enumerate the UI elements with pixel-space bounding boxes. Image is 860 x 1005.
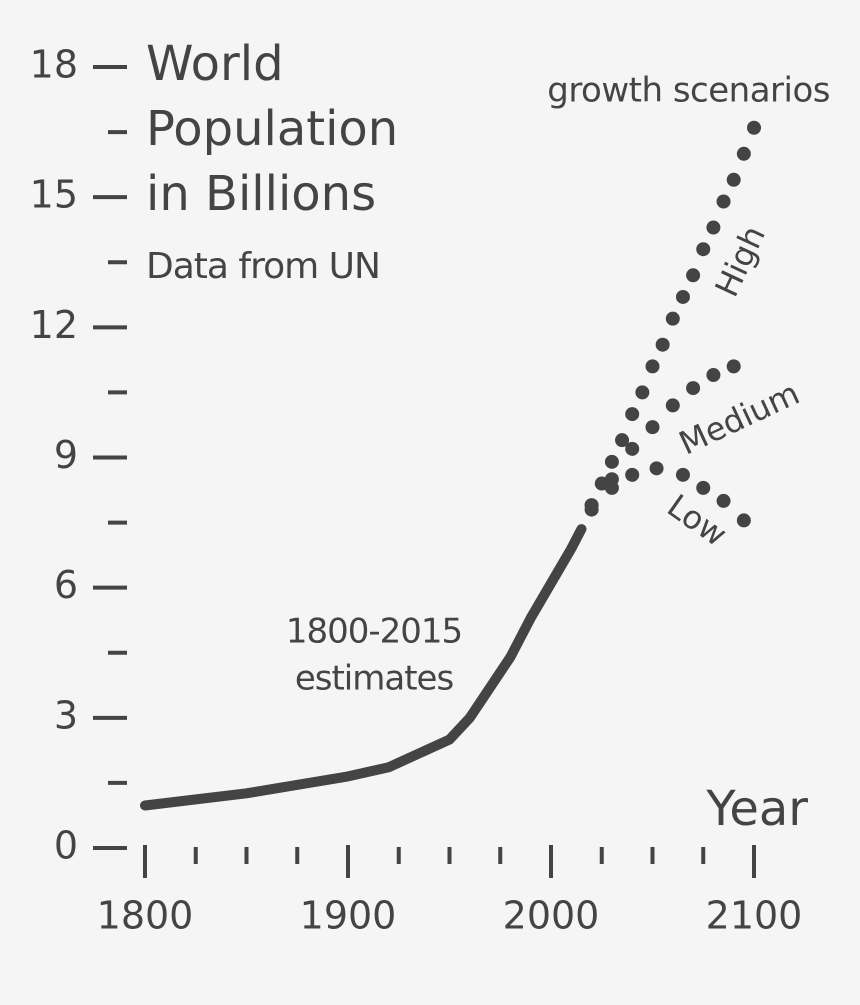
scenario-dot bbox=[706, 368, 721, 383]
chart-title: Population bbox=[146, 101, 398, 157]
scenario-dot bbox=[696, 480, 711, 495]
scenario-dot bbox=[625, 441, 640, 456]
scenario-dot bbox=[675, 467, 690, 482]
scenario-dot bbox=[726, 172, 741, 187]
chart-subtitle: Data from UN bbox=[146, 246, 380, 287]
scenario-dot bbox=[635, 385, 650, 400]
estimate-line bbox=[140, 524, 587, 811]
scenario-dot bbox=[736, 146, 751, 161]
scenario-dot bbox=[645, 359, 660, 374]
x-tick-label: 2000 bbox=[503, 894, 600, 938]
scenario-dot bbox=[675, 289, 690, 304]
scenario-dot bbox=[645, 420, 660, 435]
scenario-dot bbox=[716, 493, 731, 508]
scenario-dot bbox=[625, 467, 640, 482]
scenario-dot bbox=[604, 454, 619, 469]
y-tick-label: 15 bbox=[30, 173, 78, 217]
scenario-dot bbox=[604, 480, 619, 495]
x-axis-label: Year bbox=[705, 781, 808, 837]
chart-title: in Billions bbox=[146, 166, 376, 222]
scenario-dot bbox=[649, 461, 664, 476]
chart-title: World bbox=[146, 36, 284, 92]
scenario-dot bbox=[686, 268, 701, 283]
scenario-title: growth scenarios bbox=[547, 71, 830, 111]
annotation: estimates bbox=[295, 659, 454, 699]
scenario-dot bbox=[665, 311, 680, 326]
scenario-dot bbox=[584, 498, 599, 513]
scenario-dot bbox=[716, 194, 731, 209]
scenario-dot bbox=[665, 398, 680, 413]
scenario-dot bbox=[736, 513, 751, 528]
scenario-dot bbox=[625, 407, 640, 422]
y-tick-label: 6 bbox=[54, 563, 78, 607]
scenario-dot bbox=[696, 242, 711, 257]
scenario-dot bbox=[686, 381, 701, 396]
scenario-dot bbox=[747, 120, 761, 135]
annotation: 1800-2015 bbox=[286, 612, 462, 652]
scenario-dot bbox=[655, 337, 670, 352]
y-tick-label: 3 bbox=[54, 693, 78, 737]
scenario-dot bbox=[706, 220, 721, 235]
scenario-dot bbox=[615, 433, 630, 448]
y-tick-label: 9 bbox=[54, 433, 78, 477]
y-tick-label: 12 bbox=[30, 303, 78, 347]
scenario-dot bbox=[726, 359, 741, 374]
x-tick-label: 1900 bbox=[300, 894, 397, 938]
x-tick-label: 2100 bbox=[706, 894, 803, 938]
y-tick-label: 0 bbox=[54, 824, 78, 868]
y-tick-label: 18 bbox=[30, 43, 78, 87]
x-tick-label: 1800 bbox=[97, 894, 194, 938]
